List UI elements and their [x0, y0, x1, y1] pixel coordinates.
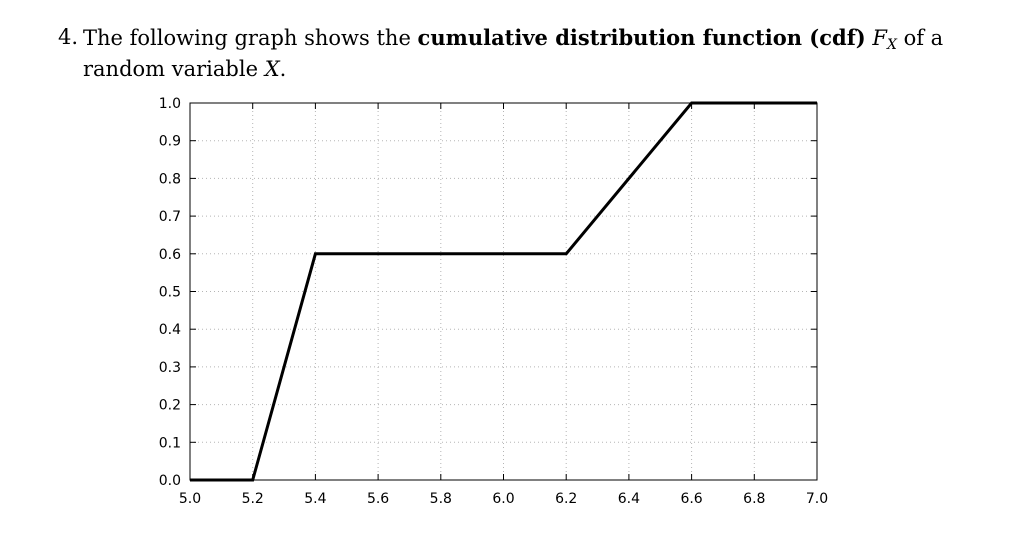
y-tick-label: 0.2	[159, 398, 181, 414]
y-tick-label: 1.0	[159, 96, 181, 112]
x-tick-label: 5.4	[304, 491, 326, 507]
x-tick-label: 6.8	[743, 491, 765, 507]
y-tick-label: 0.8	[159, 171, 181, 187]
function-symbol: F	[872, 26, 887, 50]
problem-text-after: .	[279, 57, 287, 81]
y-tick-label: 0.1	[159, 435, 181, 451]
x-tick-label: 5.6	[367, 491, 389, 507]
y-tick-label: 0.9	[159, 134, 181, 150]
axis-ticks	[189, 102, 818, 481]
x-tick-label: 6.0	[492, 491, 514, 507]
problem-text-middle: of a random variable	[83, 26, 944, 81]
cdf-line	[190, 101, 817, 482]
y-tick-label: 0.4	[159, 322, 181, 338]
x-tick-label: 5.8	[430, 491, 452, 507]
x-tick-label: 6.6	[680, 491, 702, 507]
random-variable: X	[264, 57, 280, 81]
x-tick-label: 6.4	[618, 491, 640, 507]
problem-statement: 4. The following graph shows the cumulat…	[58, 22, 988, 85]
y-tick-label: 0.0	[159, 473, 181, 489]
x-tick-labels: 5.0 5.2 5.4 5.6 5.8 6.0 6.2 6.4 6.6 6.8 7.0	[179, 491, 828, 507]
x-tick-label: 5.0	[179, 491, 201, 507]
x-tick-label: 5.2	[242, 491, 264, 507]
chart-grid	[190, 103, 817, 480]
y-tick-label: 0.6	[159, 247, 181, 263]
y-tick-label: 0.3	[159, 360, 181, 376]
function-subscript: X	[886, 37, 897, 53]
problem-text-before: The following graph shows the	[83, 26, 418, 50]
y-tick-label: 0.5	[159, 285, 181, 301]
y-tick-label: 0.7	[159, 209, 181, 225]
problem-bold-term: cumulative distribution function (cdf)	[417, 25, 866, 50]
problem-number: 4.	[58, 25, 79, 49]
problem-text: The following graph shows the cumulative…	[83, 22, 988, 85]
y-tick-labels: 0.0 0.1 0.2 0.3 0.4 0.5 0.6 0.7 0.8 0.9 1.0	[159, 96, 181, 489]
x-tick-label: 7.0	[806, 491, 828, 507]
x-tick-label: 6.2	[555, 491, 577, 507]
